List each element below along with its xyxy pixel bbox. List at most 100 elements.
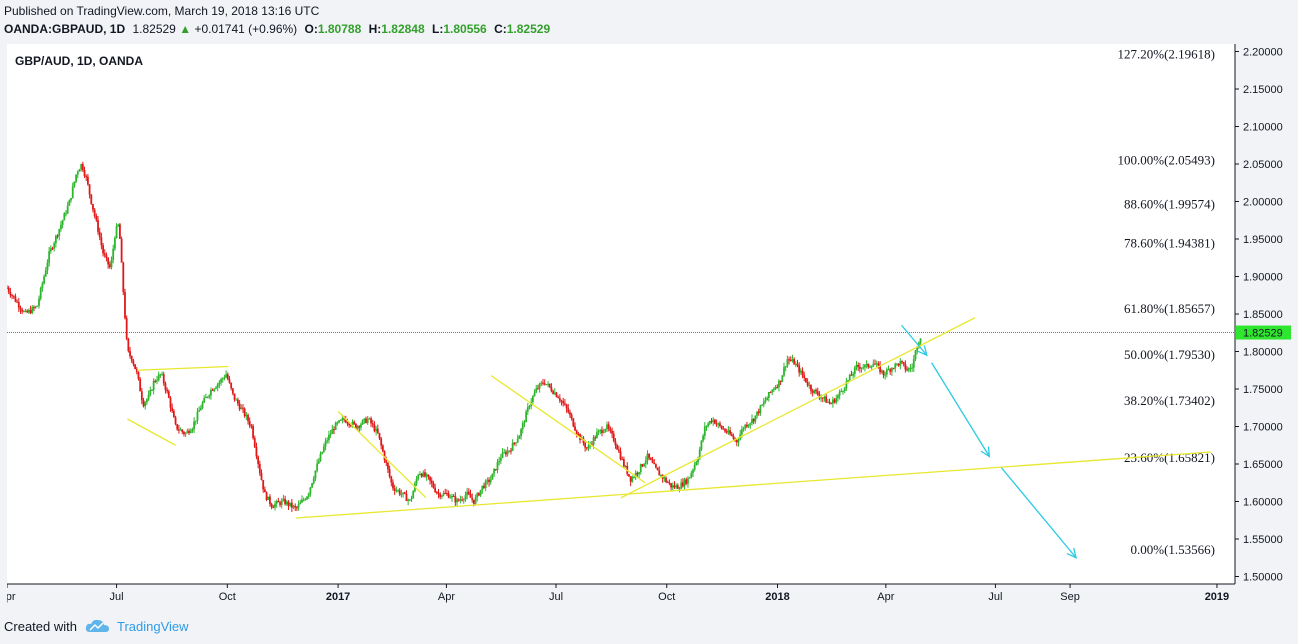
- candle-body: [63, 213, 66, 221]
- candle-body: [457, 499, 460, 501]
- candle-body: [471, 497, 474, 500]
- candle-body: [66, 205, 69, 214]
- candle-body: [835, 398, 838, 403]
- candle-body: [907, 368, 910, 371]
- candle-body: [717, 423, 720, 425]
- time-tick-label: 2018: [765, 591, 789, 603]
- symbol-name[interactable]: OANDA:GBPAUD, 1D: [4, 22, 126, 36]
- candle-body: [676, 485, 679, 489]
- candle-body: [188, 430, 190, 433]
- candle-body: [68, 200, 71, 206]
- candle-body: [321, 451, 324, 454]
- time-tick-label: 2019: [1205, 591, 1229, 603]
- candle-body: [688, 477, 691, 479]
- trend-line[interactable]: [337, 411, 427, 499]
- candle-body: [105, 255, 108, 258]
- candle-body: [858, 366, 861, 369]
- candle-body: [274, 503, 276, 508]
- candle-body: [446, 493, 448, 495]
- trend-line[interactable]: [127, 418, 176, 446]
- candle-body: [806, 382, 809, 386]
- fib-level-label: 100.00%(2.05493): [1118, 152, 1216, 167]
- candle-body: [351, 421, 354, 426]
- candle-body: [885, 369, 888, 375]
- candle-body: [912, 359, 915, 368]
- close-value: 1.82529: [506, 22, 551, 36]
- tradingview-brand[interactable]: TradingView: [116, 618, 189, 634]
- price-chart[interactable]: 127.20%(2.19618) 100.00%(2.05493) 88.60%(1…: [0, 44, 1291, 609]
- candle-body: [606, 424, 608, 430]
- candle-body: [825, 396, 828, 403]
- candle-body: [478, 493, 480, 496]
- candle-body: [469, 494, 472, 498]
- candle-body: [511, 442, 514, 451]
- candle-body: [437, 493, 440, 495]
- candle-body: [368, 418, 371, 420]
- candle-body: [363, 418, 366, 421]
- candle-body: [408, 499, 411, 501]
- candle-body: [729, 430, 731, 435]
- trend-line[interactable]: [620, 317, 976, 499]
- candle-body: [663, 477, 666, 479]
- candle-body: [61, 220, 64, 225]
- candle-body: [616, 445, 619, 450]
- candle-body: [867, 363, 870, 368]
- trend-line[interactable]: [490, 374, 646, 484]
- candle-body: [833, 399, 836, 403]
- candle-body: [648, 453, 651, 458]
- candle-body: [838, 391, 841, 396]
- candle-body: [407, 499, 410, 501]
- candle-body: [149, 390, 152, 395]
- candle-body: [419, 473, 421, 475]
- candle-body: [730, 434, 733, 436]
- candle-body: [287, 501, 290, 506]
- candle-body: [319, 453, 322, 461]
- fib-level-label: 61.80%(1.85657): [1124, 301, 1215, 316]
- price-axis[interactable]: 2.20000 2.15000 2.10000 2.05000 2.00000 1.950…: [1234, 44, 1291, 584]
- candle-body: [95, 215, 98, 221]
- candle-body: [208, 395, 211, 397]
- candle-body: [398, 490, 401, 495]
- tradingview-cloud-icon: [85, 619, 109, 632]
- candle-body: [53, 243, 56, 249]
- candle-body: [843, 388, 846, 391]
- candle-body: [172, 410, 175, 418]
- candle-body: [665, 477, 667, 482]
- candle-body: [808, 385, 811, 387]
- candle-body: [142, 400, 145, 407]
- candle-body: [698, 449, 701, 459]
- candle-body: [683, 479, 686, 487]
- candle-body: [451, 495, 453, 498]
- candle-body: [304, 499, 307, 501]
- candle-body: [547, 383, 549, 385]
- candle-body: [707, 423, 710, 427]
- candle-body: [317, 460, 320, 464]
- candle-body: [122, 262, 125, 293]
- trend-line[interactable]: [136, 365, 229, 371]
- time-axis[interactable]: Apr Jul Oct 2017 Apr Jul Oct 2018 Apr Jul Sep 2019: [0, 583, 1235, 603]
- trendline-layer[interactable]: [127, 317, 1211, 519]
- candle-body: [653, 462, 656, 465]
- time-tick-label: Apr: [877, 591, 894, 603]
- open-value: 1.80788: [317, 22, 362, 36]
- time-tick-label: Apr: [7, 591, 16, 603]
- candle-body: [540, 382, 543, 384]
- candle-body: [879, 365, 881, 373]
- candle-body: [794, 363, 797, 365]
- candle-body: [646, 453, 649, 461]
- candle-body: [390, 476, 393, 483]
- candle-body: [43, 276, 45, 284]
- candle-body: [371, 423, 374, 425]
- price-tick-label: 1.70000: [1243, 422, 1283, 434]
- candle-body: [129, 351, 131, 357]
- price-tick-label: 1.65000: [1243, 459, 1283, 471]
- candle-body: [282, 498, 285, 501]
- candle-body: [34, 306, 37, 308]
- candle-body: [100, 237, 103, 246]
- candle-body: [493, 469, 496, 474]
- candle-body: [360, 424, 362, 428]
- trend-line[interactable]: [295, 451, 1211, 519]
- chart-area[interactable]: 127.20%(2.19618) 100.00%(2.05493) 88.60%(1…: [0, 44, 1291, 609]
- time-tick-label: Jul: [110, 591, 124, 603]
- candle-body: [16, 301, 19, 303]
